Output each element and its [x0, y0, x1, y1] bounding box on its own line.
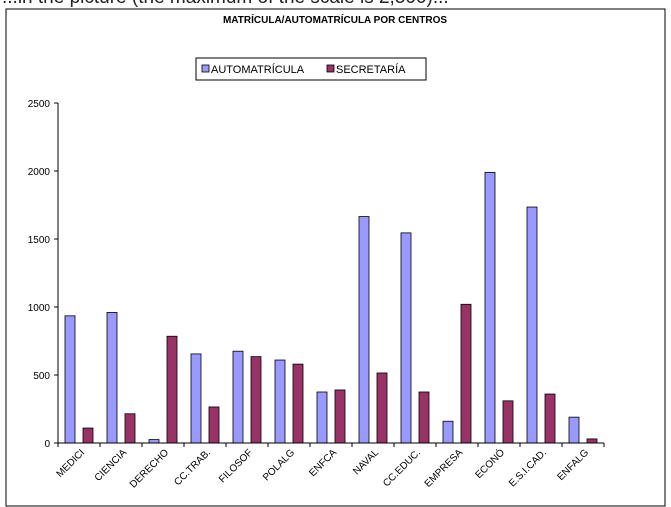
bar-automatricula [275, 360, 285, 443]
bar-automatricula [191, 354, 201, 443]
chart-title: MATRÍCULA/AUTOMATRÍCULA POR CENTROS [223, 13, 447, 26]
bar-secretaria [83, 428, 93, 443]
bar-automatricula [233, 351, 243, 443]
bar-automatricula [401, 233, 411, 443]
bar-automatricula [65, 316, 75, 443]
legend-swatch-secretaria [327, 65, 334, 72]
y-tick-label: 500 [33, 371, 50, 382]
bar-automatricula [149, 440, 159, 443]
y-tick-label: 0 [44, 439, 50, 450]
bar-automatricula [569, 417, 579, 443]
y-tick-label: 1500 [28, 235, 51, 246]
legend: AUTOMATRÍCULA SECRETARÍA [196, 58, 426, 80]
bar-secretaria [419, 392, 429, 443]
bar-secretaria [461, 304, 471, 443]
bar-secretaria [545, 394, 555, 443]
bar-secretaria [125, 414, 135, 443]
bar-secretaria [293, 364, 303, 443]
bar-secretaria [335, 390, 345, 443]
bar-automatricula [359, 217, 369, 443]
legend-swatch-automatricula [202, 65, 209, 72]
bar-automatricula [317, 392, 327, 443]
bar-secretaria [587, 439, 597, 443]
legend-label-automatricula: AUTOMATRÍCULA [211, 63, 305, 76]
bar-secretaria [209, 407, 219, 443]
bar-secretaria [503, 401, 513, 443]
bar-secretaria [377, 373, 387, 443]
bar-automatricula [107, 312, 117, 443]
y-tick-label: 2000 [28, 167, 51, 178]
bar-secretaria [167, 336, 177, 443]
bar-automatricula [485, 172, 495, 443]
legend-label-secretaria: SECRETARÍA [336, 63, 406, 76]
bar-automatricula [443, 421, 453, 443]
bar-secretaria [251, 357, 261, 443]
y-tick-label: 2500 [28, 99, 51, 110]
bar-automatricula [527, 207, 537, 443]
y-tick-label: 1000 [28, 303, 51, 314]
